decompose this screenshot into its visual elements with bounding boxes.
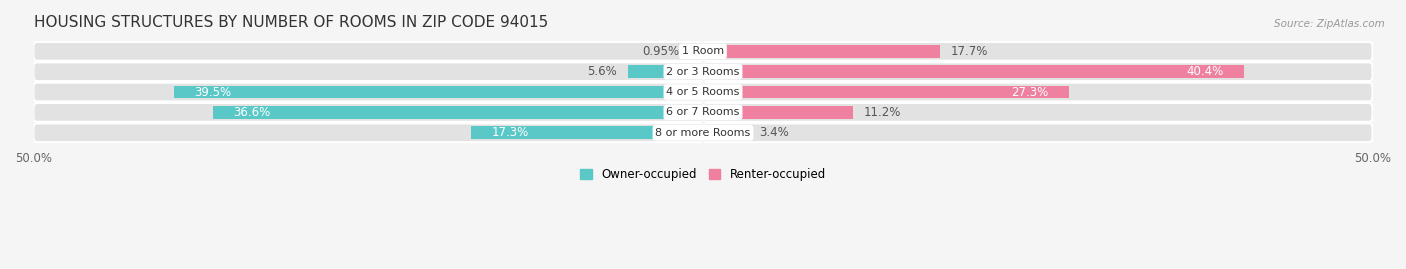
Text: 6 or 7 Rooms: 6 or 7 Rooms xyxy=(666,107,740,117)
Text: 17.7%: 17.7% xyxy=(950,45,988,58)
Text: 27.3%: 27.3% xyxy=(1011,86,1049,98)
Bar xyxy=(703,126,748,139)
Bar xyxy=(628,65,703,78)
Bar xyxy=(690,45,703,58)
Text: 4 or 5 Rooms: 4 or 5 Rooms xyxy=(666,87,740,97)
FancyBboxPatch shape xyxy=(34,103,1372,122)
Legend: Owner-occupied, Renter-occupied: Owner-occupied, Renter-occupied xyxy=(575,163,831,185)
Bar xyxy=(703,106,853,119)
Text: 3.4%: 3.4% xyxy=(759,126,789,139)
Bar xyxy=(471,126,703,139)
Text: 11.2%: 11.2% xyxy=(863,106,901,119)
Text: 5.6%: 5.6% xyxy=(588,65,617,78)
Text: 40.4%: 40.4% xyxy=(1187,65,1223,78)
FancyBboxPatch shape xyxy=(34,42,1372,61)
Text: 0.95%: 0.95% xyxy=(643,45,679,58)
Bar xyxy=(174,86,703,98)
Text: 2 or 3 Rooms: 2 or 3 Rooms xyxy=(666,67,740,77)
Text: 1 Room: 1 Room xyxy=(682,46,724,56)
Bar xyxy=(703,65,1244,78)
Text: Source: ZipAtlas.com: Source: ZipAtlas.com xyxy=(1274,19,1385,29)
Text: 8 or more Rooms: 8 or more Rooms xyxy=(655,128,751,138)
FancyBboxPatch shape xyxy=(34,123,1372,142)
Bar xyxy=(703,86,1069,98)
Text: 39.5%: 39.5% xyxy=(194,86,232,98)
FancyBboxPatch shape xyxy=(34,62,1372,81)
Text: 36.6%: 36.6% xyxy=(233,106,270,119)
FancyBboxPatch shape xyxy=(34,83,1372,101)
Bar xyxy=(703,45,941,58)
Bar xyxy=(212,106,703,119)
Text: HOUSING STRUCTURES BY NUMBER OF ROOMS IN ZIP CODE 94015: HOUSING STRUCTURES BY NUMBER OF ROOMS IN… xyxy=(34,15,548,30)
Text: 17.3%: 17.3% xyxy=(492,126,529,139)
